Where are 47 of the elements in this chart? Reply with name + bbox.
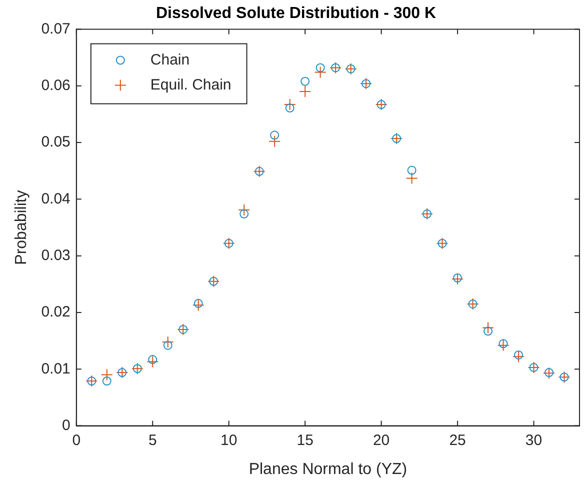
point	[238, 204, 250, 216]
point	[299, 86, 312, 98]
y-tick-label: 0	[62, 416, 70, 434]
legend-label: Equil. Chain	[150, 76, 232, 94]
point	[407, 166, 416, 175]
point	[270, 130, 280, 140]
point	[453, 273, 462, 282]
point	[512, 350, 525, 363]
point	[100, 368, 113, 381]
point	[102, 376, 112, 386]
point	[146, 356, 159, 368]
x-tick-label: 10	[220, 432, 238, 449]
y-tick-label: 0.05	[41, 134, 70, 151]
point	[498, 339, 508, 348]
point	[284, 98, 296, 111]
x-axis-title: Planes Normal to (YZ)	[248, 460, 408, 478]
y-tick-label: 0.06	[41, 77, 70, 94]
point	[285, 103, 294, 112]
point	[148, 355, 158, 364]
point	[163, 340, 172, 350]
point	[162, 336, 174, 348]
point	[240, 209, 249, 218]
point	[300, 76, 310, 86]
x-tick-label: 30	[525, 432, 542, 449]
point	[514, 350, 524, 360]
point	[194, 298, 203, 308]
y-tick-label: 0.04	[41, 190, 70, 208]
point	[314, 66, 326, 78]
legend-label: Chain	[150, 51, 190, 68]
chart-title: Dissolved Solute Distribution - 300 K	[156, 5, 436, 22]
x-tick-label: 25	[449, 432, 466, 449]
point	[482, 322, 494, 334]
point	[484, 326, 493, 336]
point	[406, 172, 418, 184]
point	[497, 339, 510, 352]
point	[452, 273, 464, 286]
y-tick-label: 0.01	[41, 360, 70, 378]
x-tick-label: 5	[148, 432, 157, 449]
x-tick-label: 15	[296, 432, 314, 449]
y-axis-title: Probability	[13, 190, 30, 265]
point	[268, 135, 281, 148]
point	[316, 63, 325, 72]
y-tick-label: 0.03	[41, 246, 70, 264]
y-tick-label: 0.02	[41, 304, 70, 321]
x-tick-label: 20	[372, 432, 390, 449]
y-tick-label: 0.07	[41, 20, 70, 38]
point	[192, 299, 204, 312]
